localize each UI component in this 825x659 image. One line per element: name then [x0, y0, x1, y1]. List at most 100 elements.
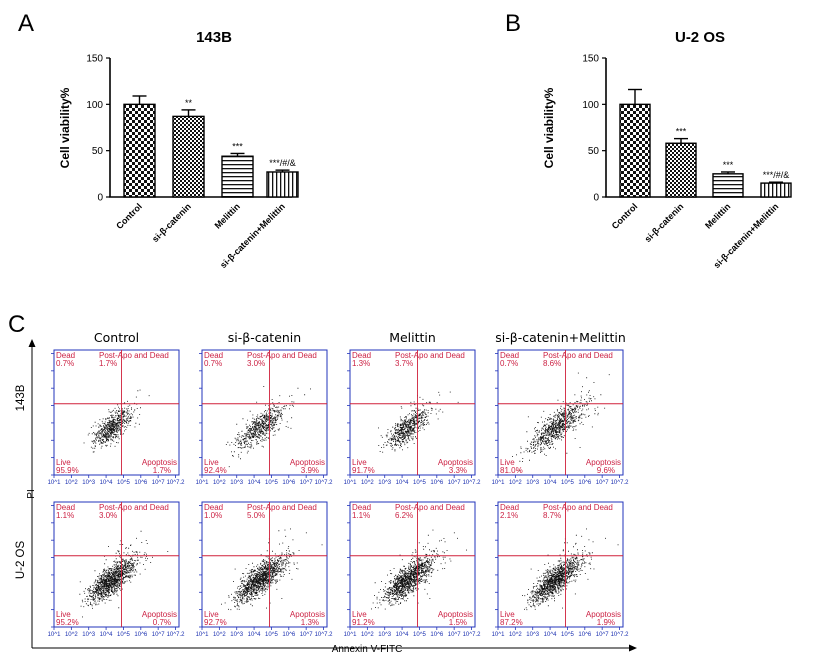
quadrant-value-live: 91.2%	[352, 618, 375, 627]
quadrant-value-post: 3.0%	[99, 511, 117, 520]
tick-label-bottom: 10^3	[526, 632, 539, 638]
significance-label: ***	[676, 127, 687, 137]
tick-label-bottom: 10^7	[448, 480, 461, 486]
bar	[760, 182, 792, 198]
event-dots	[378, 391, 459, 453]
tick-label-bottom: 10^3	[230, 480, 243, 486]
tick-label-bottom: 10^7.2	[167, 480, 185, 486]
tick-label-bottom: 10^5	[413, 632, 426, 638]
bar	[221, 155, 254, 198]
tick-label-bottom: 10^6	[578, 632, 591, 638]
tick-label-bottom: 10^5	[561, 632, 574, 638]
tick-label-bottom: 10^4	[100, 480, 113, 486]
chart-title: 143B	[196, 29, 232, 46]
bar-chart-u2os: U-2 OS Cell viability% 0 50 100 150 Control *…	[542, 29, 792, 270]
y-tick-label: 0	[593, 193, 599, 204]
quadrant-name-dead: Dead	[204, 351, 223, 360]
quadrant-name-dead: Dead	[352, 351, 371, 360]
bar	[266, 171, 299, 198]
quadrant-value-apoptosis: 1.7%	[153, 466, 171, 475]
quadrant-value-dead: 1.3%	[352, 359, 370, 368]
y-tick-label: 50	[92, 146, 104, 157]
tick-label-bottom: 10^7	[152, 480, 165, 486]
flow-plot: 10^1 10^2 10^3 10^4 10^5 10^6 10^7 10^7.2 Dead0.…	[48, 349, 185, 486]
panel-letter-a: A	[18, 10, 34, 37]
quadrant-name-dead: Dead	[352, 503, 371, 512]
chart-title: U-2 OS	[675, 29, 725, 46]
tick-label-bottom: 10^7.2	[611, 480, 629, 486]
quadrant-value-apoptosis: 1.9%	[597, 618, 615, 627]
tick-label-bottom: 10^6	[430, 632, 443, 638]
pi-axis-label: PI	[26, 489, 37, 498]
tick-label-bottom: 10^1	[344, 480, 357, 486]
category-label: si-β-catenin	[643, 201, 686, 244]
quadrant-name-live: Live	[500, 610, 515, 619]
y-tick-label: 0	[97, 193, 103, 204]
event-dots	[522, 528, 619, 611]
tick-label-bottom: 10^6	[282, 480, 295, 486]
flow-plot: 10^1 10^2 10^3 10^4 10^5 10^6 10^7 10^7.2 Dead0.…	[492, 349, 629, 486]
bar-chart-143b: 143B Cell viability% 0 50 100 150 Control ** s…	[58, 29, 299, 270]
tick-label-bottom: 10^2	[213, 480, 226, 486]
annexin-axis-label: Annexin V-FITC	[332, 644, 403, 655]
flow-plot: 10^1 10^2 10^3 10^4 10^5 10^6 10^7 10^7.2 Dead0.…	[196, 349, 333, 486]
quadrant-value-dead: 0.7%	[56, 359, 74, 368]
tick-label-bottom: 10^7	[300, 480, 313, 486]
quadrant-value-post: 3.0%	[247, 359, 265, 368]
plot-frame	[497, 349, 624, 476]
tick-label-bottom: 10^7	[300, 632, 313, 638]
tick-label-bottom: 10^2	[213, 632, 226, 638]
tick-label-bottom: 10^5	[265, 632, 278, 638]
quadrant-name-post: Post-Apo and Dead	[247, 351, 317, 360]
bar	[619, 103, 651, 198]
tick-label-bottom: 10^7.2	[167, 632, 185, 638]
quadrant-name-apoptosis: Apoptosis	[142, 458, 177, 467]
tick-label-bottom: 10^3	[82, 632, 95, 638]
quadrant-value-dead: 1.0%	[204, 511, 222, 520]
quadrant-name-post: Post-Apo and Dead	[543, 351, 613, 360]
quadrant-name-apoptosis: Apoptosis	[586, 458, 621, 467]
quadrant-name-post: Post-Apo and Dead	[395, 351, 465, 360]
plot-frame	[201, 349, 328, 476]
tick-label-bottom: 10^2	[65, 632, 78, 638]
quadrant-name-live: Live	[56, 610, 71, 619]
panel-letter-c: C	[8, 311, 25, 338]
quadrant-value-dead: 0.7%	[204, 359, 222, 368]
tick-label-bottom: 10^1	[196, 480, 209, 486]
quadrant-name-live: Live	[500, 458, 515, 467]
quadrant-value-apoptosis: 9.6%	[597, 466, 615, 475]
quadrant-name-apoptosis: Apoptosis	[438, 458, 473, 467]
tick-label-bottom: 10^7.2	[315, 632, 333, 638]
quadrant-value-apoptosis: 3.3%	[449, 466, 467, 475]
flow-plot: 10^1 10^2 10^3 10^4 10^5 10^6 10^7 10^7.2Dead1.…	[196, 501, 333, 638]
quadrant-value-post: 6.2%	[395, 511, 413, 520]
tick-label-bottom: 10^1	[344, 632, 357, 638]
quadrant-name-apoptosis: Apoptosis	[142, 610, 177, 619]
tick-label-bottom: 10^4	[248, 480, 261, 486]
significance-label: **	[185, 98, 193, 108]
tick-label-bottom: 10^5	[117, 632, 130, 638]
quadrant-name-dead: Dead	[204, 503, 223, 512]
bar	[665, 142, 697, 198]
quadrant-value-apoptosis: 1.3%	[301, 618, 319, 627]
tick-label-bottom: 10^5	[413, 480, 426, 486]
quadrant-value-live: 95.9%	[56, 466, 79, 475]
tick-label-bottom: 10^6	[134, 480, 147, 486]
tick-label-bottom: 10^7.2	[611, 632, 629, 638]
flow-plot: 10^1 10^2 10^3 10^4 10^5 10^6 10^7 10^7.2Dead1.…	[344, 501, 481, 638]
tick-label-bottom: 10^5	[561, 480, 574, 486]
tick-label-bottom: 10^3	[378, 480, 391, 486]
quadrant-name-post: Post-Apo and Dead	[99, 503, 169, 512]
tick-label-bottom: 10^7	[448, 632, 461, 638]
tick-label-bottom: 10^4	[544, 480, 557, 486]
significance-label: ***/#/&	[763, 170, 790, 180]
y-axis-label: Cell viability%	[58, 87, 72, 168]
quadrant-value-post: 8.6%	[543, 359, 561, 368]
event-dots	[221, 528, 323, 611]
tick-label-bottom: 10^2	[509, 632, 522, 638]
quadrant-name-live: Live	[352, 610, 367, 619]
y-tick-label: 50	[588, 146, 600, 157]
column-title: si-β-catenin+Melittin	[495, 330, 626, 345]
quadrant-name-apoptosis: Apoptosis	[290, 610, 325, 619]
